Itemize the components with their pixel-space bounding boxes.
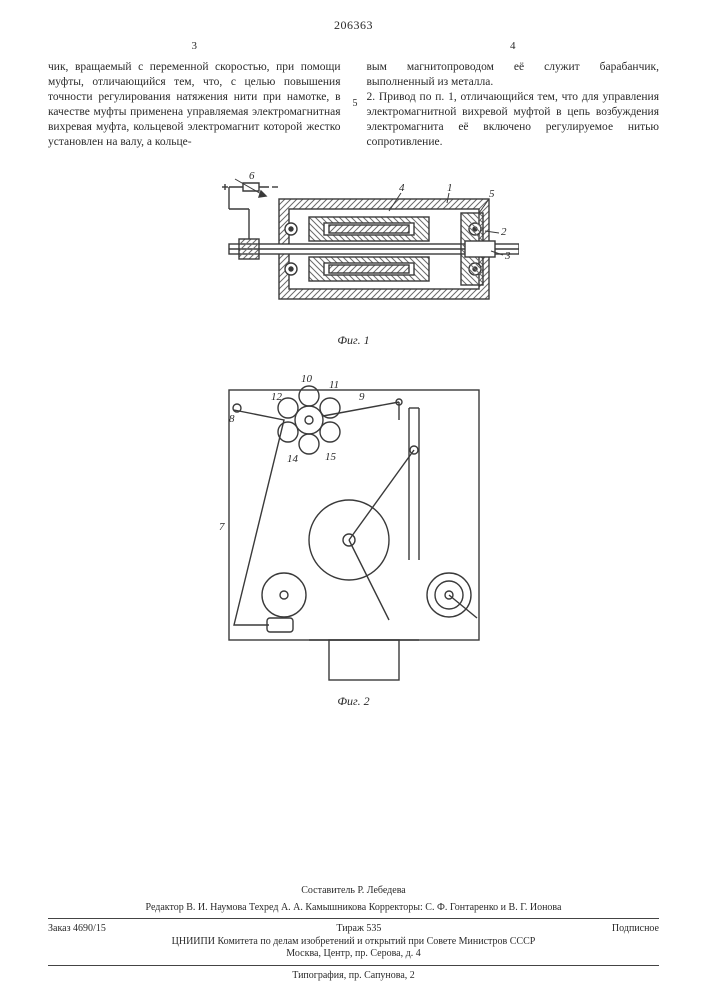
line-number-5: 5	[353, 97, 358, 110]
fig1-label-1: 1	[447, 182, 453, 194]
right-column: 4 5 вым магнитопроводом её служит бараба…	[367, 39, 660, 151]
footer-address: Москва, Центр, пр. Серова, д. 4	[48, 948, 659, 961]
footer-compiler: Составитель Р. Лебедева	[48, 885, 659, 898]
figure-1-svg: 6 4 1 5 2 3	[189, 169, 519, 329]
figure-2-svg: 8 12 10 11 9 14 15 7	[189, 360, 519, 690]
figure-1: 6 4 1 5 2 3 Фиг. 1	[189, 169, 519, 348]
page-number-right: 4	[367, 39, 660, 54]
fig2-label-9: 9	[359, 391, 365, 403]
footer-typography: Типография, пр. Сапунова, 2	[48, 970, 659, 983]
fig1-label-2: 2	[501, 226, 507, 238]
figure-1-caption: Фиг. 1	[189, 333, 519, 348]
figure-2-caption: Фиг. 2	[189, 694, 519, 709]
footer-editor-line: Редактор В. И. Наумова Техред А. А. Камы…	[48, 902, 659, 915]
fig1-label-5: 5	[489, 188, 495, 200]
page-number-left: 3	[48, 39, 341, 54]
fig1-label-4: 4	[399, 182, 405, 194]
left-column: 3 чик, вращаемый с переменной скоростью,…	[48, 39, 341, 151]
fig2-label-10: 10	[301, 373, 313, 385]
right-column-text: вым магнитопроводом её служит барабанчик…	[367, 60, 660, 151]
fig2-label-14: 14	[287, 453, 299, 465]
footer-cniipi: ЦНИИПИ Комитета по делам изобретений и о…	[48, 936, 659, 949]
fig2-label-11: 11	[329, 379, 339, 391]
fig2-label-12: 12	[271, 391, 283, 403]
footer-tirage: Тираж 535	[336, 923, 381, 936]
fig2-label-8: 8	[229, 413, 235, 425]
fig2-label-15: 15	[325, 451, 337, 463]
figure-2: 8 12 10 11 9 14 15 7 Фиг. 2	[189, 360, 519, 709]
footer-subscript: Подписное	[612, 923, 659, 936]
footer: Составитель Р. Лебедева Редактор В. И. Н…	[48, 885, 659, 982]
text-columns: 3 чик, вращаемый с переменной скоростью,…	[48, 39, 659, 151]
left-column-text: чик, вращаемый с переменной скоростью, п…	[48, 60, 341, 151]
document-number: 206363	[48, 18, 659, 33]
fig1-label-3: 3	[504, 250, 511, 262]
fig1-label-6: 6	[249, 170, 255, 182]
fig2-label-7: 7	[219, 521, 225, 533]
footer-order: Заказ 4690/15	[48, 923, 106, 936]
